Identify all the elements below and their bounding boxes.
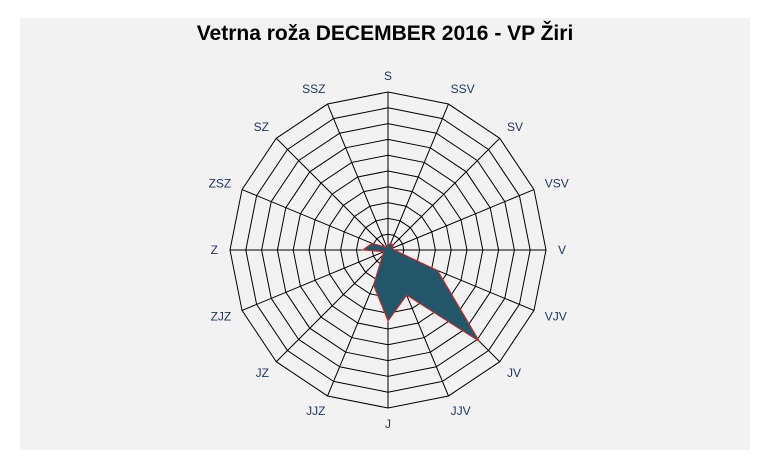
direction-label-j: J — [385, 417, 391, 431]
direction-labels: S SSV SV VSV V VJV JV JJV J JJZ JZ ZJZ Z ZSZ SZ SSZ — [209, 69, 569, 431]
direction-label-zsz: ZSZ — [209, 176, 232, 190]
grid-spoke — [275, 137, 389, 251]
direction-label-ssz: SSZ — [302, 82, 325, 96]
direction-label-sz: SZ — [254, 120, 269, 134]
grid-spoke — [241, 249, 389, 311]
chart-area — [20, 18, 750, 450]
grid-spoke — [387, 137, 501, 251]
grid-spoke — [241, 189, 389, 251]
direction-label-vsv: VSV — [545, 176, 569, 190]
direction-label-ssv: SSV — [451, 82, 475, 96]
chart-title: Vetrna roža DECEMBER 2016 - VP Žiri — [196, 22, 574, 45]
grid-spoke — [387, 103, 449, 251]
direction-label-z: Z — [211, 243, 218, 257]
direction-label-jv: JV — [507, 366, 521, 380]
grid-spoke — [275, 249, 389, 363]
direction-label-vjv: VJV — [545, 310, 567, 324]
series-area — [361, 242, 481, 343]
grid-spoke — [327, 103, 389, 251]
direction-label-jjz: JJZ — [306, 404, 325, 418]
direction-label-jz: JZ — [256, 366, 269, 380]
direction-label-s: S — [384, 69, 392, 83]
direction-label-v: V — [558, 243, 566, 257]
grid-spoke — [387, 189, 535, 251]
direction-label-jjv: JJV — [451, 404, 471, 418]
direction-label-zjz: ZJZ — [211, 310, 232, 324]
series-layer — [361, 242, 481, 343]
direction-label-sv: SV — [507, 120, 523, 134]
